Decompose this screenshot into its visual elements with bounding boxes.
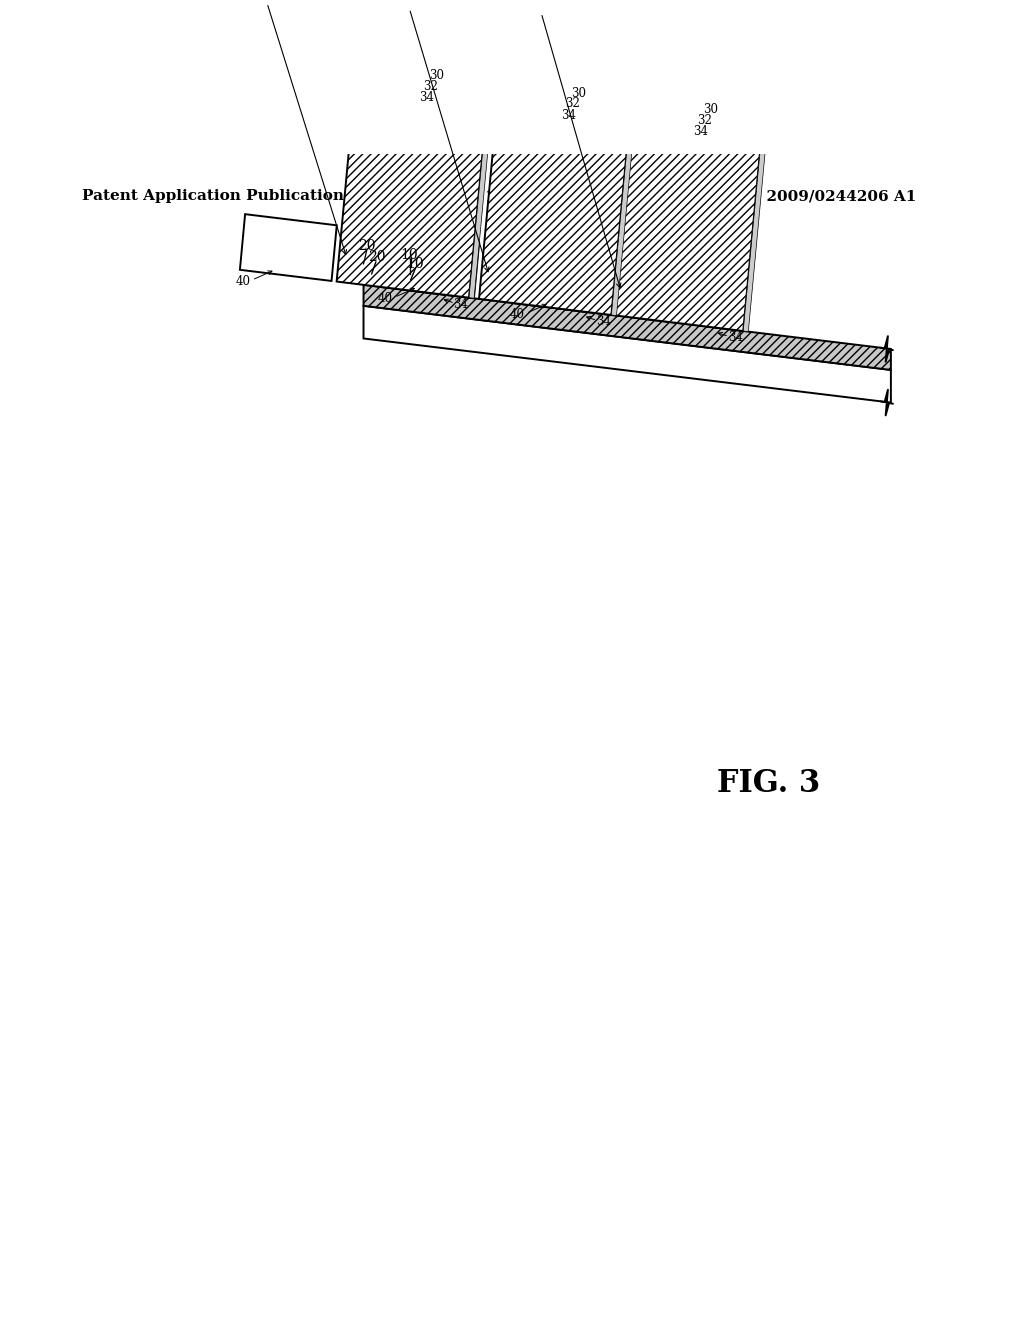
- Text: 10: 10: [406, 257, 424, 271]
- Text: FIG. 3: FIG. 3: [717, 768, 820, 800]
- Polygon shape: [479, 114, 629, 315]
- Text: 34: 34: [419, 91, 434, 104]
- Polygon shape: [355, 73, 488, 96]
- Polygon shape: [611, 129, 634, 315]
- Text: 32: 32: [423, 81, 437, 94]
- Polygon shape: [364, 306, 891, 403]
- Text: 34: 34: [693, 124, 708, 137]
- Text: Sheet 3 of 8: Sheet 3 of 8: [568, 189, 671, 203]
- Text: 32: 32: [565, 98, 580, 111]
- Polygon shape: [498, 98, 631, 120]
- Polygon shape: [355, 81, 487, 103]
- Text: 30: 30: [703, 103, 718, 116]
- Text: 40: 40: [509, 308, 524, 321]
- Polygon shape: [354, 87, 487, 112]
- Polygon shape: [337, 96, 486, 298]
- Polygon shape: [611, 129, 761, 331]
- Polygon shape: [514, 248, 611, 314]
- Polygon shape: [469, 112, 492, 298]
- Text: –100: –100: [494, 0, 527, 3]
- Text: 34: 34: [596, 315, 611, 329]
- Polygon shape: [382, 231, 479, 298]
- Text: 40: 40: [236, 275, 250, 288]
- Polygon shape: [497, 104, 630, 129]
- Polygon shape: [498, 90, 631, 114]
- Text: 20: 20: [357, 239, 376, 253]
- Text: –100: –100: [467, 0, 501, 3]
- Text: 40: 40: [378, 292, 392, 305]
- Text: 20: 20: [368, 249, 386, 264]
- Polygon shape: [629, 114, 762, 136]
- Polygon shape: [240, 214, 337, 281]
- Text: Patent Application Publication: Patent Application Publication: [82, 189, 344, 203]
- Polygon shape: [630, 107, 763, 129]
- Text: 34: 34: [454, 298, 469, 312]
- Text: 34: 34: [561, 108, 577, 121]
- Polygon shape: [364, 285, 891, 370]
- Text: 30: 30: [571, 87, 586, 99]
- Polygon shape: [662, 321, 749, 331]
- Text: 32: 32: [697, 114, 712, 127]
- Text: 100: 100: [498, 0, 523, 3]
- Polygon shape: [387, 288, 474, 298]
- Text: 30: 30: [429, 69, 443, 82]
- Text: 10: 10: [400, 248, 419, 261]
- Text: US 2009/0244206 A1: US 2009/0244206 A1: [737, 189, 916, 203]
- Polygon shape: [629, 120, 762, 145]
- Polygon shape: [743, 145, 766, 331]
- Text: Oct. 1, 2009: Oct. 1, 2009: [445, 189, 549, 203]
- Polygon shape: [530, 305, 616, 315]
- Text: 34: 34: [728, 331, 742, 345]
